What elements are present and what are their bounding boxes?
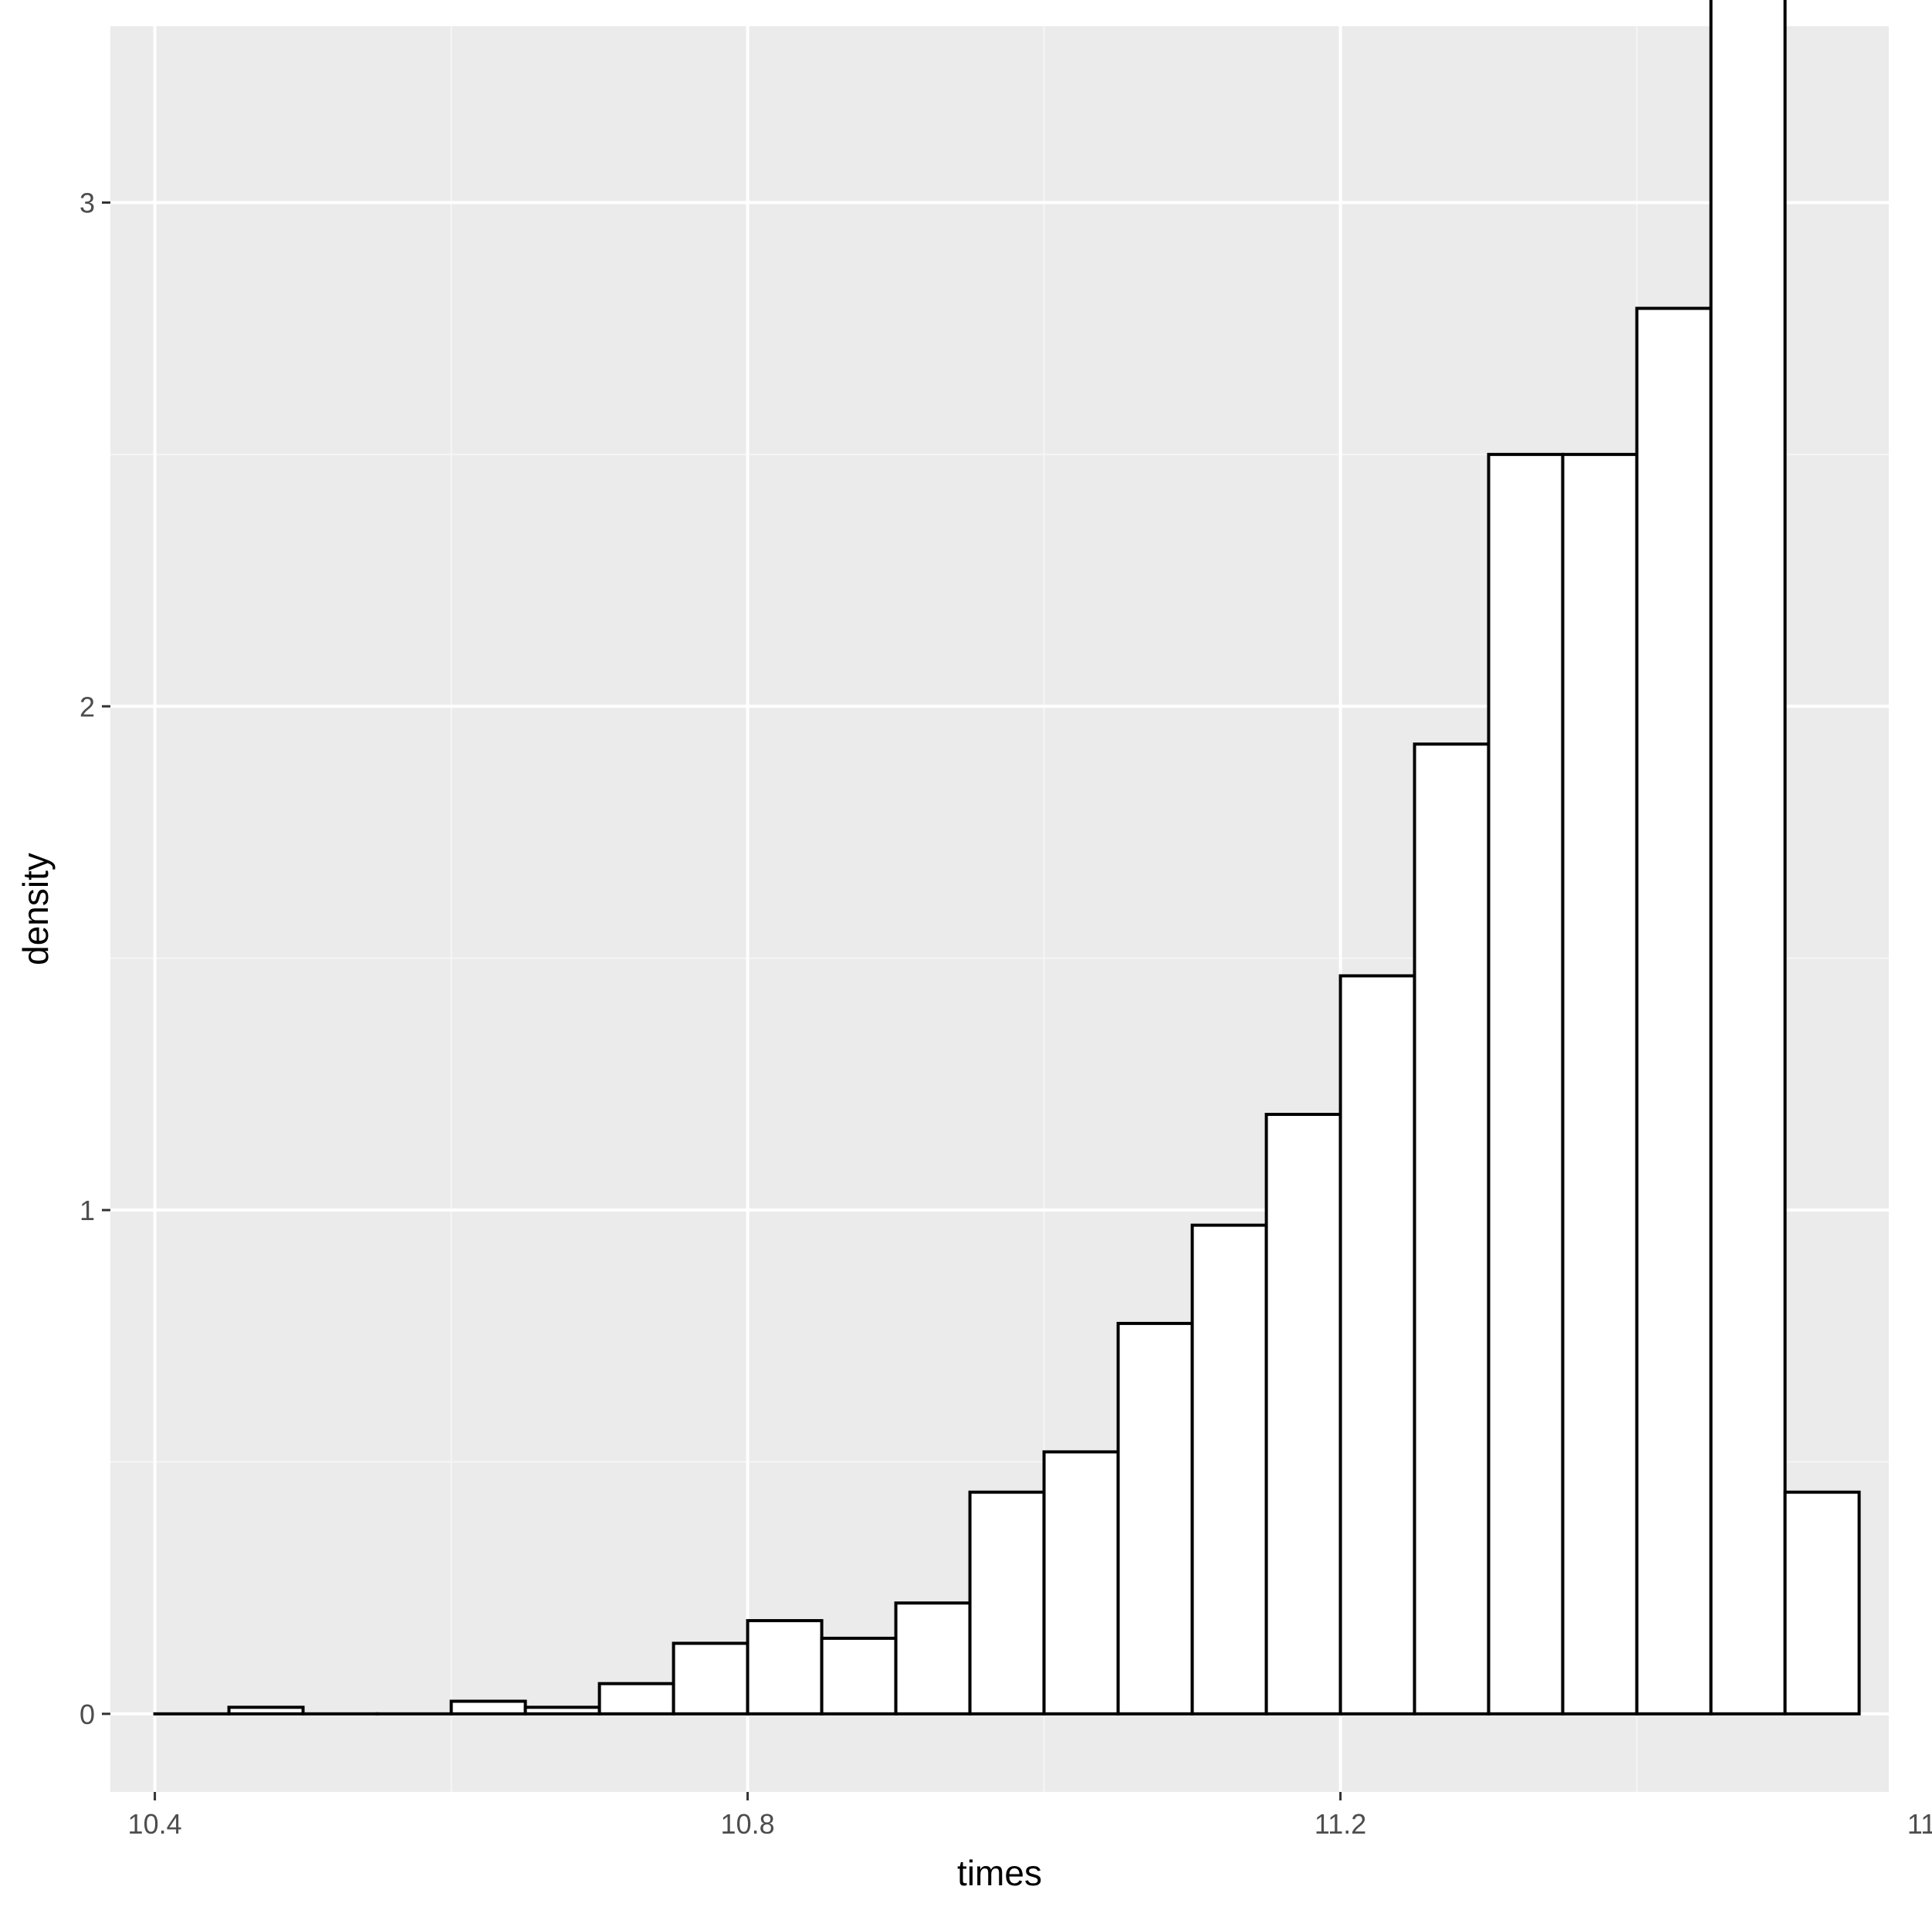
x-axis-title: times xyxy=(957,1853,1042,1893)
histogram-bar xyxy=(1635,306,1713,1716)
histogram-bar xyxy=(894,1601,972,1716)
histogram-bar xyxy=(672,1641,749,1716)
x-tick-label: 11.6 xyxy=(1907,1808,1932,1840)
y-tick-label: 3 xyxy=(80,187,95,218)
histogram-bar xyxy=(746,1619,824,1716)
histogram-bar xyxy=(1042,1450,1120,1716)
histogram-bar xyxy=(523,1705,601,1716)
histogram-bar xyxy=(227,1705,305,1716)
x-tick-label: 10.8 xyxy=(721,1808,775,1840)
histogram-bar xyxy=(1487,452,1565,1716)
histogram-bar xyxy=(1116,1321,1194,1716)
x-tick-label: 11.2 xyxy=(1315,1808,1366,1840)
histogram-bars xyxy=(153,0,1861,1716)
histogram-bar xyxy=(968,1490,1046,1716)
histogram-bar xyxy=(1338,974,1416,1716)
y-axis-title: density xyxy=(15,853,56,965)
histogram-bar xyxy=(1561,452,1639,1716)
axis-ticks xyxy=(102,201,1342,1800)
x-tick-label: 10.4 xyxy=(128,1808,182,1840)
histogram-bar xyxy=(1264,1113,1342,1716)
histogram-bar xyxy=(449,1699,527,1716)
histogram-bar xyxy=(820,1636,898,1716)
histogram-bar xyxy=(597,1682,675,1716)
y-tick-label: 0 xyxy=(80,1699,95,1730)
histogram-bar xyxy=(1190,1223,1268,1716)
histogram-bar xyxy=(1709,0,1787,1716)
axis-tick-labels: 10.4 10.8 11.2 11.6 0 1 2 3 xyxy=(80,187,1932,1840)
y-tick-label: 2 xyxy=(80,691,95,722)
histogram-bar xyxy=(1413,742,1490,1716)
y-tick-label: 1 xyxy=(80,1195,95,1226)
histogram-bar xyxy=(1783,1490,1861,1716)
